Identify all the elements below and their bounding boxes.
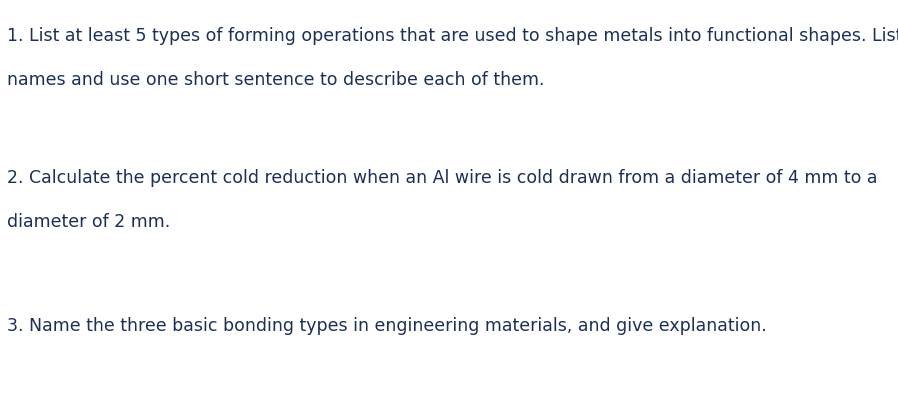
Text: names and use one short sentence to describe each of them.: names and use one short sentence to desc…: [7, 71, 545, 89]
Text: 1. List at least 5 types of forming operations that are used to shape metals int: 1. List at least 5 types of forming oper…: [7, 27, 898, 45]
Text: 3. Name the three basic bonding types in engineering materials, and give explana: 3. Name the three basic bonding types in…: [7, 317, 767, 335]
Text: 2. Calculate the percent cold reduction when an Al wire is cold drawn from a dia: 2. Calculate the percent cold reduction …: [7, 169, 877, 187]
Text: diameter of 2 mm.: diameter of 2 mm.: [7, 213, 171, 231]
